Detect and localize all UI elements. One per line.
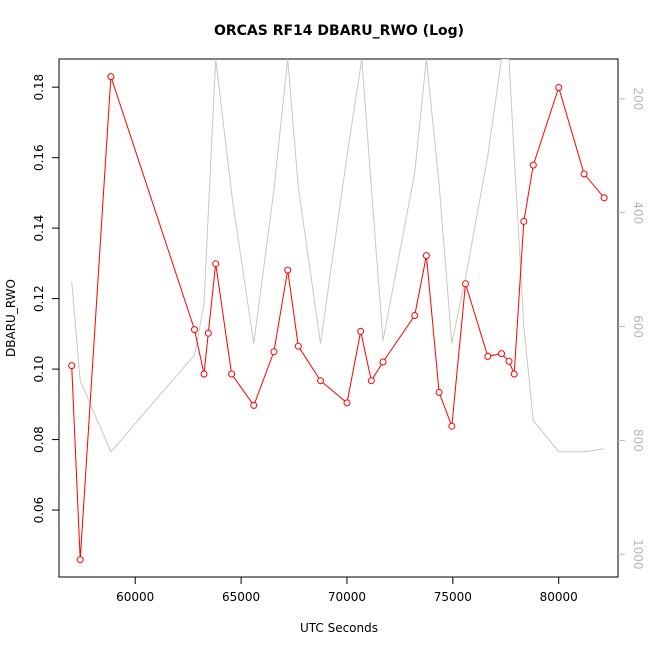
data-point xyxy=(270,348,278,356)
y-tick-label: 0.12 xyxy=(32,285,46,312)
y2-tick-label: 200 xyxy=(631,87,645,110)
data-point xyxy=(68,362,76,370)
data-point xyxy=(379,358,387,366)
x-axis: 60000 65000 70000 75000 80000 xyxy=(116,577,578,604)
data-point xyxy=(484,352,492,360)
data-point xyxy=(200,370,208,378)
data-point xyxy=(228,370,236,378)
data-point xyxy=(555,84,563,91)
y2-tick-label: 400 xyxy=(631,201,645,224)
chart-title: ORCAS RF14 DBARU_RWO (Log) xyxy=(214,23,464,39)
primary-series-line xyxy=(71,76,605,560)
data-point xyxy=(510,370,518,378)
secondary-series-line xyxy=(71,59,605,453)
data-point xyxy=(357,327,365,335)
data-point xyxy=(343,399,351,407)
x-tick-label: 60000 xyxy=(116,590,154,604)
y2-axis: 200 400 600 800 1000 xyxy=(618,87,645,570)
data-point xyxy=(367,377,375,385)
y-tick-label: 0.10 xyxy=(32,356,46,383)
y2-tick-label: 800 xyxy=(631,429,645,452)
data-point xyxy=(76,556,84,564)
data-point xyxy=(317,377,324,385)
data-point xyxy=(294,342,302,350)
y-tick-label: 0.06 xyxy=(32,497,46,524)
data-point xyxy=(422,252,430,260)
data-point xyxy=(462,280,469,288)
x-tick-label: 70000 xyxy=(328,590,366,604)
data-point xyxy=(411,312,419,319)
data-point xyxy=(204,329,212,337)
y-tick-label: 0.18 xyxy=(32,74,46,101)
x-tick-label: 75000 xyxy=(434,590,472,604)
y-axis: 0.06 0.08 0.10 0.12 0.14 0.16 0.18 xyxy=(32,74,59,524)
data-point xyxy=(520,217,528,225)
data-point xyxy=(498,350,505,358)
data-point xyxy=(600,194,608,202)
data-point xyxy=(505,357,513,365)
data-point xyxy=(580,170,588,178)
data-point xyxy=(212,260,220,268)
x-axis-label: UTC Seconds xyxy=(300,621,378,635)
y-tick-label: 0.14 xyxy=(32,215,46,242)
y2-tick-label: 1000 xyxy=(631,539,645,570)
data-point xyxy=(250,401,258,409)
data-point xyxy=(284,266,292,274)
data-point xyxy=(529,161,537,169)
y-axis-label: DBARU_RWO xyxy=(4,279,18,357)
plot-area-frame xyxy=(58,58,619,578)
data-point xyxy=(191,326,198,334)
y-tick-label: 0.08 xyxy=(32,426,46,453)
y-tick-label: 0.16 xyxy=(32,144,46,171)
y2-tick-label: 600 xyxy=(631,315,645,338)
data-point xyxy=(435,388,443,396)
x-tick-label: 65000 xyxy=(222,590,260,604)
data-point xyxy=(107,73,115,81)
x-tick-label: 80000 xyxy=(540,590,578,604)
series-layer xyxy=(68,59,608,564)
data-point xyxy=(448,422,456,430)
